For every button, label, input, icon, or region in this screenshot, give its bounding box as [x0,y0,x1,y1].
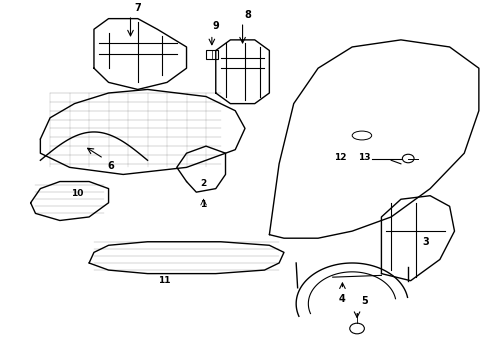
Text: 7: 7 [134,3,141,13]
Text: 11: 11 [158,276,171,285]
Text: 10: 10 [71,189,83,198]
Text: 5: 5 [361,296,368,306]
Bar [206,50,218,59]
Text: 13: 13 [358,153,370,162]
Text: 1: 1 [200,200,207,209]
Text: 6: 6 [108,161,114,171]
Text: 4: 4 [339,294,346,304]
Text: 8: 8 [244,10,251,21]
Text: 2: 2 [200,179,207,188]
Text: 9: 9 [212,21,219,31]
Text: 12: 12 [334,153,346,162]
Text: 3: 3 [422,237,429,247]
